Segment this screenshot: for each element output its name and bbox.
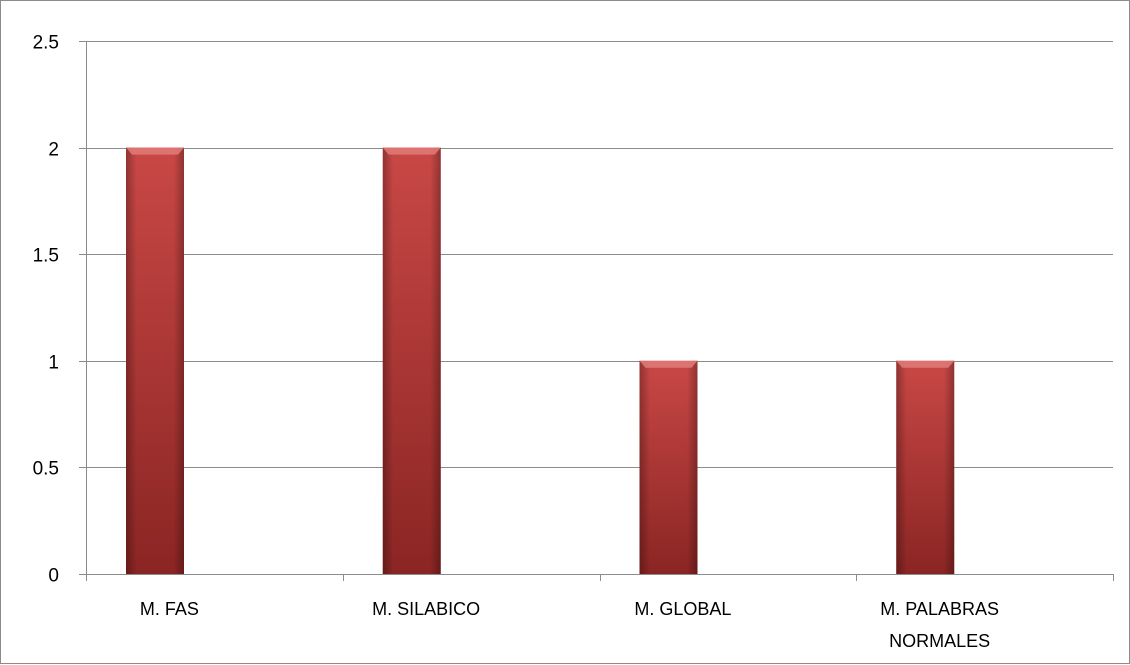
bar-shade [382,147,441,574]
bar [639,360,698,574]
gridlines [86,41,1113,468]
x-tick-labels: M. FAS M. SILABICO M. GLOBAL M. PALABRAS NOR… [140,599,999,651]
y-tick-labels: 0 0.5 1 1.5 2 2.5 [33,33,59,587]
bar-cap [126,147,184,155]
x-tick-label: M. FAS [140,599,199,619]
y-tick-label: 0 [48,566,59,587]
bar [382,147,441,574]
bar-shade [896,360,955,574]
bar-cap [896,360,955,368]
bar-shade [126,147,184,574]
x-tick-label: M. PALABRAS NORMALES [880,599,999,651]
y-tick-label: 1 [48,353,59,374]
y-tick-label: 2.5 [33,33,59,54]
bar [126,147,184,574]
bar-shade [639,360,698,574]
x-tick-label: M. SILABICO [372,599,480,619]
x-tick-label: M. GLOBAL [634,599,731,619]
bar-cap [382,147,441,155]
y-tick-label: 0.5 [33,459,59,480]
bar [896,360,955,574]
bars [126,147,955,574]
bar-cap [639,360,698,368]
y-tick-label: 2 [48,140,59,161]
y-tick-label: 1.5 [33,246,59,267]
axes [79,41,1114,581]
